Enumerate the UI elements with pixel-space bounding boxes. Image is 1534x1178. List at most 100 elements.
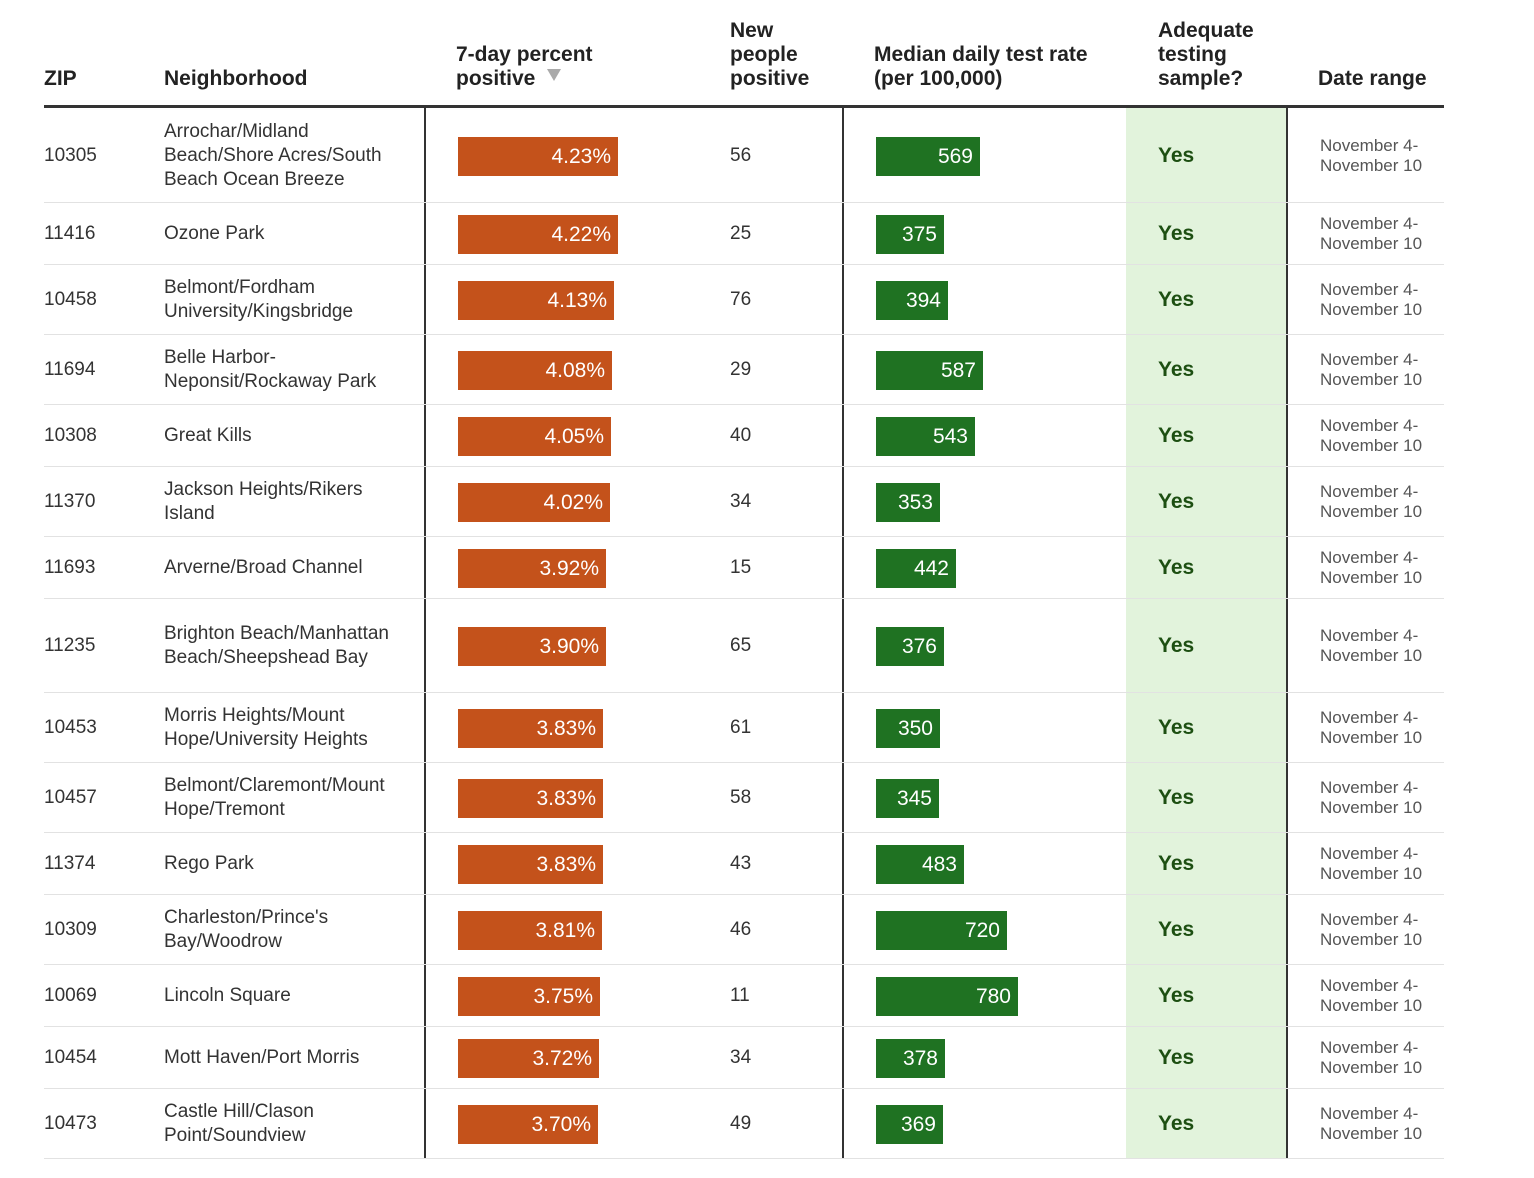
- percent-positive-bar: 4.02%: [458, 483, 610, 522]
- neighborhood-cell: Rego Park: [164, 852, 254, 874]
- table-row: 11374 Rego Park 3.83% 43 483 Yes November 4- N…: [44, 833, 1444, 895]
- column-header-percent-positive[interactable]: 7-day percent positive: [456, 43, 593, 91]
- neighborhood-cell: Ozone Park: [164, 222, 265, 244]
- adequate-sample-cell: Yes: [1158, 1045, 1195, 1069]
- adequate-sample-cell: Yes: [1158, 143, 1195, 167]
- percent-positive-bar: 3.75%: [458, 977, 600, 1016]
- neighborhood-cell: Belmont/Claremont/Mount Hope/Tremont: [164, 774, 385, 820]
- adequate-sample-cell: Yes: [1158, 785, 1195, 809]
- new-people-positive-cell: 25: [730, 222, 752, 244]
- zip-cell: 10069: [44, 984, 97, 1006]
- zip-cell: 11235: [44, 634, 96, 656]
- table-row: 10458 Belmont/Fordham University/Kingsbri…: [44, 265, 1444, 335]
- zip-cell: 10458: [44, 288, 97, 310]
- zip-cell: 10473: [44, 1112, 97, 1134]
- test-rate-bar: 483: [876, 845, 964, 884]
- new-people-positive-cell: 46: [730, 918, 752, 940]
- date-range-cell: November 4- November 10: [1320, 777, 1423, 817]
- new-people-positive-cell: 61: [730, 716, 752, 738]
- table-row: 11694 Belle Harbor-Neponsit/Rockaway Park…: [44, 335, 1444, 405]
- date-range-cell: November 4- November 10: [1320, 213, 1423, 253]
- date-range-cell: November 4- November 10: [1320, 481, 1423, 521]
- table-row: 10305 Arrochar/Midland Beach/Shore Acres/…: [44, 109, 1444, 203]
- date-range-cell: November 4- November 10: [1320, 975, 1423, 1015]
- table-row: 10069 Lincoln Square 3.75% 11 780 Yes November…: [44, 965, 1444, 1027]
- date-range-cell: November 4- November 10: [1320, 843, 1423, 883]
- test-rate-bar: 375: [876, 215, 944, 254]
- date-range-cell: November 4- November 10: [1320, 349, 1423, 389]
- test-rate-bar: 780: [876, 977, 1018, 1016]
- adequate-sample-cell: Yes: [1158, 555, 1195, 579]
- adequate-sample-cell: Yes: [1158, 851, 1195, 875]
- adequate-sample-cell: Yes: [1158, 715, 1195, 739]
- column-header-date-range[interactable]: Date range: [1318, 67, 1427, 90]
- column-header-adequate-sample[interactable]: Adequate testing sample?: [1158, 19, 1254, 90]
- table-row: 11416 Ozone Park 4.22% 25 375 Yes November 4- …: [44, 203, 1444, 265]
- new-people-positive-cell: 40: [730, 424, 752, 446]
- percent-positive-bar: 3.83%: [458, 709, 603, 748]
- new-people-positive-cell: 76: [730, 288, 752, 310]
- new-people-positive-cell: 15: [730, 556, 752, 578]
- percent-positive-bar: 3.83%: [458, 845, 603, 884]
- test-rate-bar: 720: [876, 911, 1007, 950]
- column-header-zip[interactable]: ZIP: [44, 67, 77, 90]
- percent-positive-bar: 4.13%: [458, 281, 614, 320]
- zip-cell: 11374: [44, 852, 96, 874]
- new-people-positive-cell: 65: [730, 634, 752, 656]
- neighborhood-cell: Brighton Beach/Manhattan Beach/Sheepshea…: [164, 622, 389, 668]
- zip-cell: 10309: [44, 918, 97, 940]
- adequate-sample-cell: Yes: [1158, 633, 1195, 657]
- column-header-test-rate[interactable]: Median daily test rate (per 100,000): [874, 43, 1088, 90]
- table-row: 10454 Mott Haven/Port Morris 3.72% 34 378 Yes…: [44, 1027, 1444, 1089]
- date-range-cell: November 4- November 10: [1320, 1037, 1423, 1077]
- test-rate-bar: 587: [876, 351, 983, 390]
- test-rate-bar: 369: [876, 1105, 943, 1144]
- adequate-sample-cell: Yes: [1158, 287, 1195, 311]
- percent-positive-bar: 4.08%: [458, 351, 612, 390]
- new-people-positive-cell: 29: [730, 358, 752, 380]
- column-header-neighborhood[interactable]: Neighborhood: [164, 67, 308, 90]
- test-rate-bar: 442: [876, 549, 956, 588]
- percent-positive-bar: 3.92%: [458, 549, 606, 588]
- neighborhood-cell: Morris Heights/Mount Hope/University Hei…: [164, 704, 368, 750]
- test-rate-bar: 394: [876, 281, 948, 320]
- zip-cell: 11693: [44, 556, 96, 578]
- date-range-cell: November 4- November 10: [1320, 1103, 1423, 1143]
- date-range-cell: November 4- November 10: [1320, 909, 1423, 949]
- neighborhood-cell: Belmont/Fordham University/Kingsbridge: [164, 276, 354, 322]
- neighborhood-cell: Belle Harbor-Neponsit/Rockaway Park: [164, 346, 377, 392]
- zip-cell: 11416: [44, 222, 96, 244]
- adequate-sample-cell: Yes: [1158, 917, 1195, 941]
- date-range-cell: November 4- November 10: [1320, 625, 1423, 665]
- date-range-cell: November 4- November 10: [1320, 135, 1423, 175]
- table-row: 10457 Belmont/Claremont/Mount Hope/Tremon…: [44, 763, 1444, 833]
- percent-positive-bar: 3.72%: [458, 1039, 599, 1078]
- column-divider: [1286, 108, 1288, 1159]
- table-row: 11235 Brighton Beach/Manhattan Beach/Shee…: [44, 599, 1444, 693]
- neighborhood-cell: Arverne/Broad Channel: [164, 556, 363, 578]
- test-rate-bar: 569: [876, 137, 980, 176]
- new-people-positive-cell: 56: [730, 144, 752, 166]
- test-rate-bar: 345: [876, 779, 939, 818]
- new-people-positive-cell: 49: [730, 1112, 752, 1134]
- percent-positive-bar: 4.23%: [458, 137, 618, 176]
- neighborhood-cell: Jackson Heights/Rikers Island: [164, 478, 363, 524]
- column-header-new-people-positive[interactable]: New people positive: [730, 19, 810, 90]
- adequate-sample-cell: Yes: [1158, 221, 1195, 245]
- date-range-cell: November 4- November 10: [1320, 415, 1423, 455]
- table-row: 10473 Castle Hill/Clason Point/Soundview 3…: [44, 1089, 1444, 1159]
- adequate-sample-cell: Yes: [1158, 489, 1195, 513]
- new-people-positive-cell: 34: [730, 490, 752, 512]
- new-people-positive-cell: 58: [730, 786, 752, 808]
- zip-cell: 11370: [44, 490, 96, 512]
- zip-cell: 10453: [44, 716, 97, 738]
- neighborhood-cell: Arrochar/Midland Beach/Shore Acres/South…: [164, 120, 382, 190]
- test-rate-bar: 543: [876, 417, 975, 456]
- percent-positive-bar: 3.70%: [458, 1105, 598, 1144]
- adequate-sample-cell: Yes: [1158, 983, 1195, 1007]
- sort-down-triangle-icon[interactable]: [547, 69, 562, 81]
- table-row: 11370 Jackson Heights/Rikers Island 4.02% 3…: [44, 467, 1444, 537]
- zip-cell: 10457: [44, 786, 97, 808]
- zip-cell: 10454: [44, 1046, 97, 1068]
- new-people-positive-cell: 43: [730, 852, 752, 874]
